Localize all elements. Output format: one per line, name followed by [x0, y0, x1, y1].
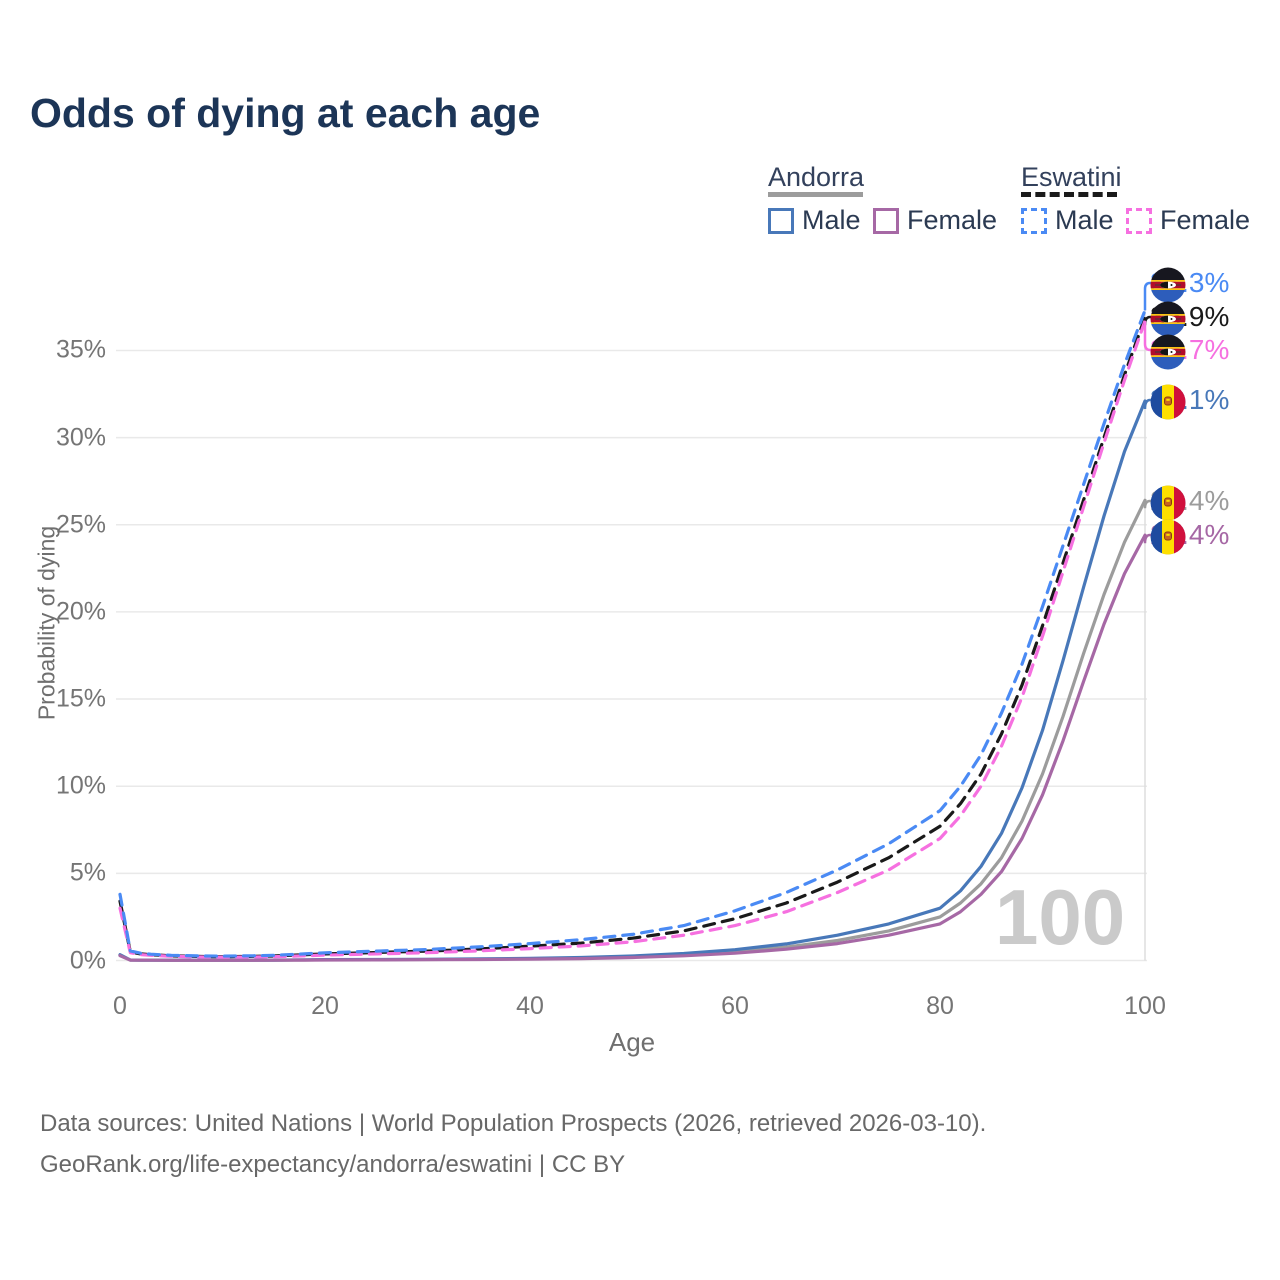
y-tick-15%: 15% — [55, 684, 106, 713]
data-sources-text: Data sources: United Nations | World Pop… — [40, 1110, 987, 1137]
eswatini-female-swatch-icon — [1126, 207, 1152, 234]
end-label-andorra-male: 32.1% — [1150, 384, 1229, 420]
x-tick-80: 80 — [926, 992, 954, 1020]
series-line-andorra-male[interactable] — [118, 399, 1147, 962]
end-label-eswatini-total: 36.9% — [1150, 301, 1229, 337]
andorra-flag-icon — [1150, 485, 1186, 521]
andorra-flag-icon — [1150, 384, 1186, 420]
label-connector-eswatini-male — [1143, 281, 1156, 311]
series-line-andorra-female[interactable] — [118, 533, 1147, 962]
series-line-eswatini-male[interactable] — [118, 308, 1147, 958]
hover-age-watermark: 100 — [995, 873, 1126, 961]
y-tick-25%: 25% — [55, 510, 106, 539]
legend-label-eswatini-male: Male — [1055, 205, 1114, 235]
andorra-male-swatch-icon — [768, 207, 794, 234]
y-tick-30%: 30% — [55, 423, 106, 452]
andorra-total-line-swatch — [768, 192, 863, 197]
y-tick-0%: 0% — [69, 946, 106, 974]
label-connector-andorra-total — [1143, 499, 1156, 509]
end-label-andorra-female: 24.4% — [1150, 519, 1229, 555]
end-label-andorra-total: 26.4% — [1150, 485, 1229, 521]
eswatini-flag-icon — [1150, 267, 1186, 303]
x-tick-60: 60 — [721, 992, 749, 1020]
legend-item-andorra-male[interactable]: Male — [768, 205, 861, 236]
eswatini-flag-icon — [1150, 334, 1186, 370]
x-axis-title: Age — [608, 1027, 656, 1057]
x-tick-100: 100 — [1124, 992, 1166, 1020]
andorra-female-swatch-icon — [873, 207, 899, 234]
label-connector-andorra-male — [1143, 398, 1156, 410]
y-tick-5%: 5% — [69, 858, 106, 887]
legend-item-andorra-female[interactable]: Female — [873, 205, 997, 236]
end-label-eswatini-male: 37.3% — [1150, 267, 1229, 303]
legend-item-eswatini-male[interactable]: Male — [1021, 205, 1114, 236]
x-tick-40: 40 — [516, 992, 544, 1020]
label-connector-andorra-female — [1143, 533, 1156, 544]
y-axis-title: Probability of dying — [33, 525, 60, 721]
page-title: Odds of dying at each age — [30, 90, 541, 136]
legend-country-andorra: Andorra — [768, 162, 865, 192]
legend-item-eswatini-female[interactable]: Female — [1126, 205, 1250, 236]
eswatini-flag-icon — [1150, 301, 1186, 337]
andorra-flag-icon — [1150, 519, 1186, 555]
label-connector-eswatini-female — [1143, 320, 1156, 352]
series-line-eswatini-total[interactable] — [118, 315, 1147, 959]
legend-country-eswatini: Eswatini — [1021, 162, 1122, 192]
attribution-text: GeoRank.org/life-expectancy/andorra/eswa… — [40, 1151, 626, 1178]
legend-label-eswatini-female: Female — [1160, 205, 1251, 235]
x-tick-0: 0 — [113, 992, 127, 1020]
series-line-eswatini-female[interactable] — [118, 319, 1147, 959]
end-label-eswatini-female: 36.7% — [1150, 334, 1229, 370]
y-tick-20%: 20% — [55, 597, 106, 626]
y-tick-10%: 10% — [55, 771, 106, 800]
legend-label-andorra-female: Female — [907, 205, 998, 235]
x-tick-20: 20 — [311, 992, 339, 1020]
eswatini-male-swatch-icon — [1021, 207, 1047, 234]
eswatini-total-line-swatch — [1021, 192, 1117, 197]
legend-label-andorra-male: Male — [802, 205, 861, 235]
y-tick-35%: 35% — [55, 335, 106, 364]
